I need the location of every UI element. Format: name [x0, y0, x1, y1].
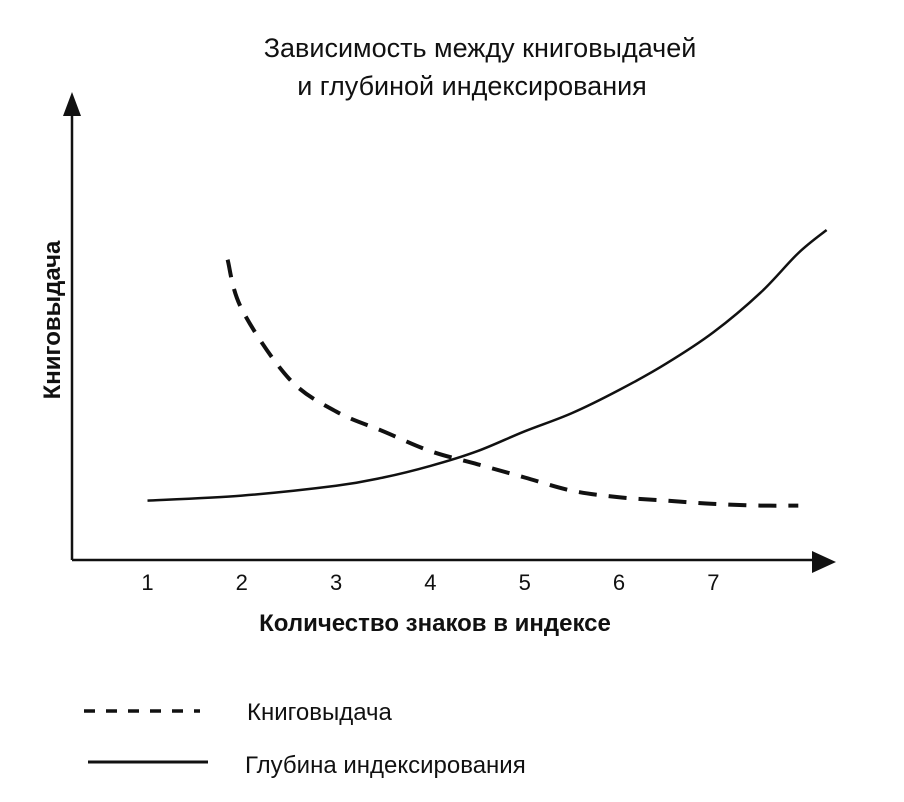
legend-item-issuance: Книговыдача	[84, 699, 393, 726]
chart-title: Зависимость между книговыдачей и глубино…	[264, 33, 697, 101]
x-tick-label-6: 6	[613, 570, 625, 595]
series-line-issuance	[225, 259, 799, 508]
y-axis-arrow	[63, 92, 81, 116]
series-layer	[147, 229, 828, 508]
legend-label-indexing-depth: Глубина индексирования	[245, 752, 526, 779]
legend: Книговыдача Глубина индексирования	[84, 699, 526, 779]
series-line-indexing-depth	[147, 229, 828, 502]
x-tick-label-1: 1	[141, 570, 153, 595]
axes	[63, 92, 836, 573]
chart-title-line-1: Зависимость между книговыдачей	[264, 33, 697, 63]
x-tick-label-5: 5	[519, 570, 531, 595]
y-axis-label: Книговыдача	[39, 240, 66, 399]
x-tick-label-3: 3	[330, 570, 342, 595]
x-tick-labels: 1 2 3 4 5 6 7	[141, 570, 719, 595]
legend-item-indexing-depth: Глубина индексирования	[88, 752, 526, 779]
x-axis-label: Количество знаков в индексе	[259, 610, 611, 637]
x-tick-label-4: 4	[424, 570, 436, 595]
x-axis-arrow	[812, 551, 836, 573]
x-tick-label-2: 2	[236, 570, 248, 595]
x-tick-label-7: 7	[707, 570, 719, 595]
chart-title-line-2: и глубиной индексирования	[297, 71, 647, 101]
legend-label-issuance: Книговыдача	[247, 699, 393, 726]
